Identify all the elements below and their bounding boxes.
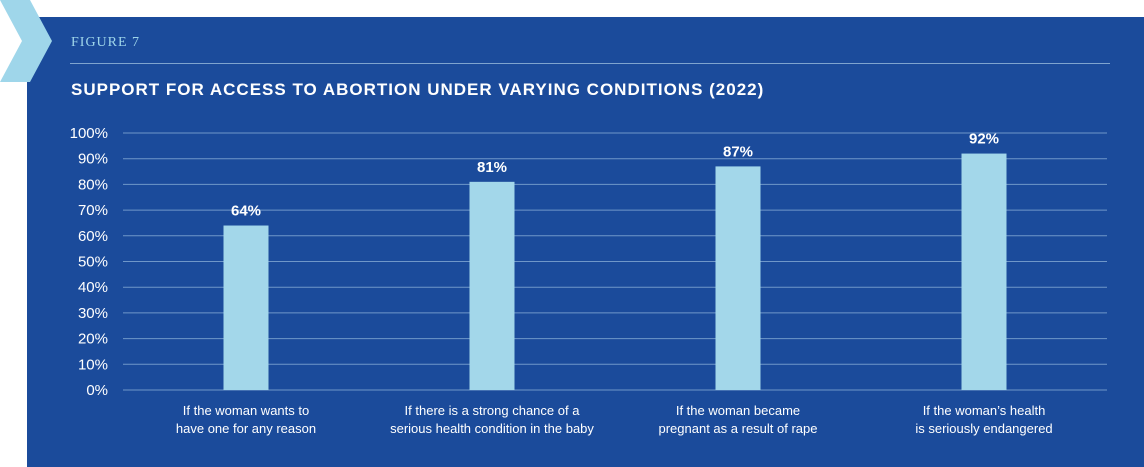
y-tick-label: 90% bbox=[78, 151, 108, 168]
x-tick-label: If there is a strong chance of a bbox=[405, 403, 581, 418]
chevron-arrow-icon bbox=[0, 0, 52, 82]
y-tick-label: 20% bbox=[78, 331, 108, 348]
y-tick-label: 40% bbox=[78, 279, 108, 296]
bar bbox=[469, 181, 515, 390]
chart-panel bbox=[27, 17, 1144, 467]
title-divider bbox=[70, 63, 1110, 64]
x-tick-label: have one for any reason bbox=[176, 421, 316, 436]
data-label: 87% bbox=[723, 143, 753, 160]
bar bbox=[715, 166, 761, 390]
y-tick-label: 60% bbox=[78, 228, 108, 245]
chart-title: SUPPORT FOR ACCESS TO ABORTION UNDER VAR… bbox=[71, 80, 765, 99]
x-tick-label: If the woman wants to bbox=[183, 403, 309, 418]
y-tick-label: 0% bbox=[86, 382, 108, 399]
figure-label: FIGURE 7 bbox=[71, 35, 141, 50]
x-tick-label: serious health condition in the baby bbox=[390, 421, 594, 436]
bar bbox=[223, 225, 269, 390]
x-tick-label: If the woman’s health bbox=[923, 403, 1046, 418]
x-tick-label: pregnant as a result of rape bbox=[659, 421, 818, 436]
y-tick-label: 10% bbox=[78, 356, 108, 373]
x-tick-label: If the woman became bbox=[676, 403, 800, 418]
data-label: 92% bbox=[969, 131, 999, 148]
y-tick-label: 30% bbox=[78, 305, 108, 322]
y-tick-label: 50% bbox=[78, 254, 108, 271]
y-tick-label: 80% bbox=[78, 176, 108, 193]
data-label: 81% bbox=[477, 159, 507, 176]
bar bbox=[961, 153, 1007, 390]
y-tick-label: 70% bbox=[78, 202, 108, 219]
y-tick-label: 100% bbox=[70, 125, 108, 142]
data-label: 64% bbox=[231, 203, 261, 220]
x-tick-label: is seriously endangered bbox=[915, 421, 1052, 436]
